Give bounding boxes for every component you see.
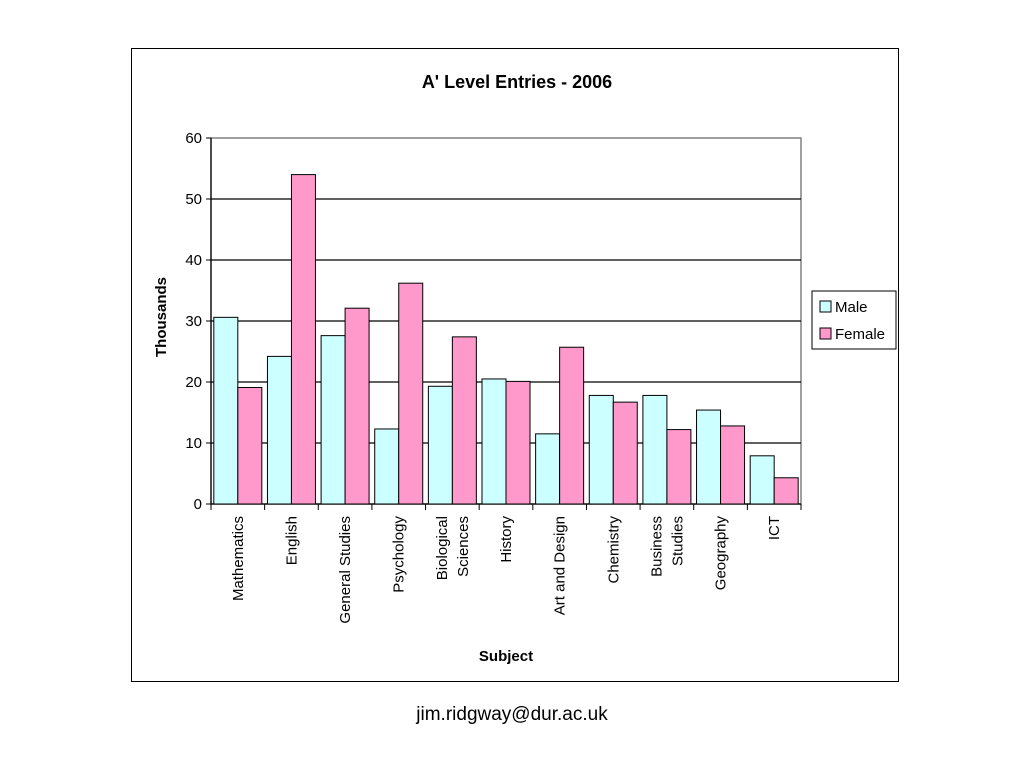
y-tick-label: 60 xyxy=(185,130,202,147)
legend-label: Male xyxy=(835,299,868,316)
y-tick-label: 10 xyxy=(185,435,202,452)
bar-male xyxy=(588,394,614,505)
bar-female xyxy=(612,401,638,505)
y-tick-label: 0 xyxy=(194,496,202,513)
legend-swatch xyxy=(819,300,832,313)
x-tick-label: Biological xyxy=(434,516,451,580)
bar-male xyxy=(535,433,561,505)
y-tick-label: 30 xyxy=(185,313,202,330)
x-tick-label: Chemistry xyxy=(605,516,622,584)
legend-swatch xyxy=(819,327,832,340)
chart-frame: A' Level Entries - 2006 Thousands Subjec… xyxy=(131,48,899,682)
plot-area: 0 10 20 30 40 50 60 Mathematics English General S… xyxy=(185,130,802,624)
footer-email: jim.ridgway@dur.ac.uk xyxy=(416,704,608,725)
x-tick-label: Geography xyxy=(713,516,730,591)
x-tick-label: Psychology xyxy=(391,516,408,593)
legend-label: Female xyxy=(835,326,885,343)
y-axis-label: Thousands xyxy=(153,277,170,357)
bar-male xyxy=(213,316,239,505)
bar-male xyxy=(642,394,668,505)
bar-female xyxy=(559,346,585,505)
x-tick-label: Mathematics xyxy=(230,516,247,601)
bar-male xyxy=(481,378,507,505)
x-tick-label: General Studies xyxy=(337,516,354,624)
bar-female xyxy=(344,307,370,505)
x-axis-label: Subject xyxy=(479,648,533,665)
y-tick-label: 40 xyxy=(185,252,202,269)
y-tick-label: 50 xyxy=(185,191,202,208)
x-tick-label: History xyxy=(498,516,515,563)
chart-svg: A' Level Entries - 2006 Thousands Subjec… xyxy=(153,72,897,665)
bar-female xyxy=(505,380,531,505)
bar-male xyxy=(749,455,775,505)
x-tick-label: ICT xyxy=(766,516,783,540)
chart-title: A' Level Entries - 2006 xyxy=(422,72,612,92)
bar-male xyxy=(266,355,292,505)
x-tick-label: Art and Design xyxy=(552,516,569,615)
bar-male xyxy=(320,335,346,505)
bar-female xyxy=(720,425,746,505)
bar-male xyxy=(427,385,453,505)
x-tick-label: English xyxy=(283,516,300,565)
bar-female xyxy=(290,174,316,505)
x-tick-label: Sciences xyxy=(455,516,472,577)
x-tick-label: Studies xyxy=(669,516,686,566)
bar-female xyxy=(398,282,424,505)
y-tick-label: 20 xyxy=(185,374,202,391)
bar-female xyxy=(237,386,263,505)
bar-female xyxy=(773,477,799,505)
legend: Male Female xyxy=(811,290,897,350)
bar-female xyxy=(666,429,692,505)
bar-female xyxy=(451,336,477,505)
bar-male xyxy=(696,409,722,505)
bar-male xyxy=(374,428,400,505)
x-tick-label: Business xyxy=(648,516,665,577)
